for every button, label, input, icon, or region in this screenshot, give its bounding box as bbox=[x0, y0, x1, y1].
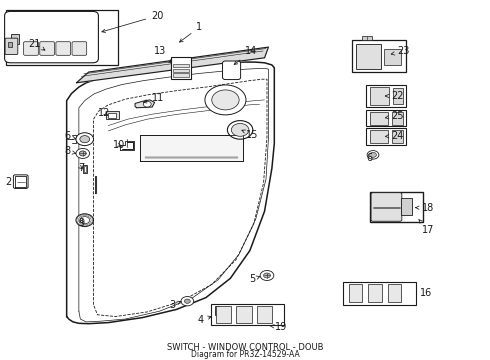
Bar bbox=[108, 113, 116, 118]
Text: 25: 25 bbox=[385, 111, 404, 121]
Text: 6: 6 bbox=[64, 131, 76, 141]
Bar bbox=[172, 68, 189, 72]
Text: 2: 2 bbox=[5, 177, 11, 186]
Bar bbox=[211, 304, 284, 325]
Circle shape bbox=[184, 299, 190, 303]
Circle shape bbox=[367, 150, 379, 159]
Text: SWITCH - WINDOW CONTROL - DOUB: SWITCH - WINDOW CONTROL - DOUB bbox=[167, 343, 323, 352]
Circle shape bbox=[144, 101, 151, 107]
Circle shape bbox=[260, 270, 274, 280]
Bar bbox=[84, 166, 86, 172]
Polygon shape bbox=[135, 100, 155, 108]
Text: 18: 18 bbox=[416, 203, 434, 213]
Bar bbox=[348, 284, 362, 302]
Text: 22: 22 bbox=[386, 91, 404, 101]
Circle shape bbox=[264, 273, 270, 278]
FancyBboxPatch shape bbox=[371, 193, 402, 221]
Text: 10: 10 bbox=[113, 140, 125, 150]
Bar bbox=[140, 135, 243, 161]
Bar bbox=[215, 306, 219, 315]
Bar bbox=[83, 165, 87, 173]
Bar bbox=[388, 284, 401, 302]
Bar bbox=[106, 111, 120, 119]
Bar bbox=[369, 130, 388, 143]
FancyBboxPatch shape bbox=[40, 42, 54, 55]
Polygon shape bbox=[76, 47, 269, 83]
Text: 21: 21 bbox=[28, 39, 45, 50]
Bar bbox=[366, 128, 406, 145]
Circle shape bbox=[205, 85, 246, 115]
Bar bbox=[392, 88, 403, 104]
FancyBboxPatch shape bbox=[56, 42, 71, 55]
Bar bbox=[5, 10, 118, 65]
FancyBboxPatch shape bbox=[4, 12, 98, 63]
Text: 4: 4 bbox=[197, 315, 211, 325]
Polygon shape bbox=[95, 176, 96, 193]
Circle shape bbox=[80, 136, 90, 143]
Circle shape bbox=[181, 297, 194, 306]
Bar bbox=[369, 87, 389, 105]
Bar bbox=[343, 282, 416, 305]
Text: 1: 1 bbox=[179, 22, 202, 42]
Bar bbox=[236, 306, 252, 323]
Text: 16: 16 bbox=[420, 288, 432, 298]
FancyBboxPatch shape bbox=[72, 42, 87, 55]
Text: Diagram for PR3Z-14529-AA: Diagram for PR3Z-14529-AA bbox=[191, 350, 299, 359]
Circle shape bbox=[227, 121, 253, 139]
Text: 7: 7 bbox=[78, 163, 84, 173]
Circle shape bbox=[76, 214, 94, 226]
Bar bbox=[352, 40, 406, 72]
Text: 5: 5 bbox=[249, 274, 260, 284]
FancyBboxPatch shape bbox=[24, 42, 38, 55]
FancyBboxPatch shape bbox=[5, 38, 18, 55]
Text: 14: 14 bbox=[234, 46, 257, 64]
Bar bbox=[392, 112, 403, 125]
Bar bbox=[257, 306, 272, 323]
Bar bbox=[172, 63, 189, 67]
FancyBboxPatch shape bbox=[13, 175, 28, 188]
Circle shape bbox=[76, 133, 94, 145]
Bar bbox=[356, 44, 381, 69]
Circle shape bbox=[79, 151, 86, 156]
Bar bbox=[7, 42, 12, 47]
Bar bbox=[216, 306, 231, 323]
Text: 23: 23 bbox=[391, 46, 410, 57]
Text: 24: 24 bbox=[386, 131, 404, 141]
Bar bbox=[366, 110, 406, 126]
Text: 12: 12 bbox=[98, 108, 111, 118]
Circle shape bbox=[212, 90, 239, 110]
Text: 6: 6 bbox=[366, 153, 372, 163]
Bar bbox=[172, 73, 189, 77]
Text: 13: 13 bbox=[153, 46, 172, 63]
Circle shape bbox=[80, 217, 90, 224]
Bar bbox=[369, 192, 423, 222]
Bar bbox=[384, 49, 401, 65]
Text: 15: 15 bbox=[242, 130, 258, 140]
Text: 8: 8 bbox=[64, 146, 76, 156]
Circle shape bbox=[76, 148, 90, 158]
Text: 3: 3 bbox=[170, 300, 181, 310]
Bar bbox=[369, 112, 388, 125]
Text: 11: 11 bbox=[144, 93, 165, 103]
Text: 20: 20 bbox=[102, 11, 164, 32]
Circle shape bbox=[231, 123, 249, 136]
Bar bbox=[392, 130, 403, 143]
Circle shape bbox=[369, 152, 376, 157]
Text: 9: 9 bbox=[78, 218, 84, 228]
Bar bbox=[366, 85, 406, 107]
Bar bbox=[401, 198, 412, 215]
FancyBboxPatch shape bbox=[222, 61, 241, 80]
Text: 19: 19 bbox=[270, 322, 288, 332]
Bar bbox=[368, 284, 382, 302]
Polygon shape bbox=[11, 33, 19, 44]
Bar bbox=[362, 36, 372, 40]
Bar bbox=[171, 57, 191, 79]
Text: 17: 17 bbox=[419, 220, 434, 235]
